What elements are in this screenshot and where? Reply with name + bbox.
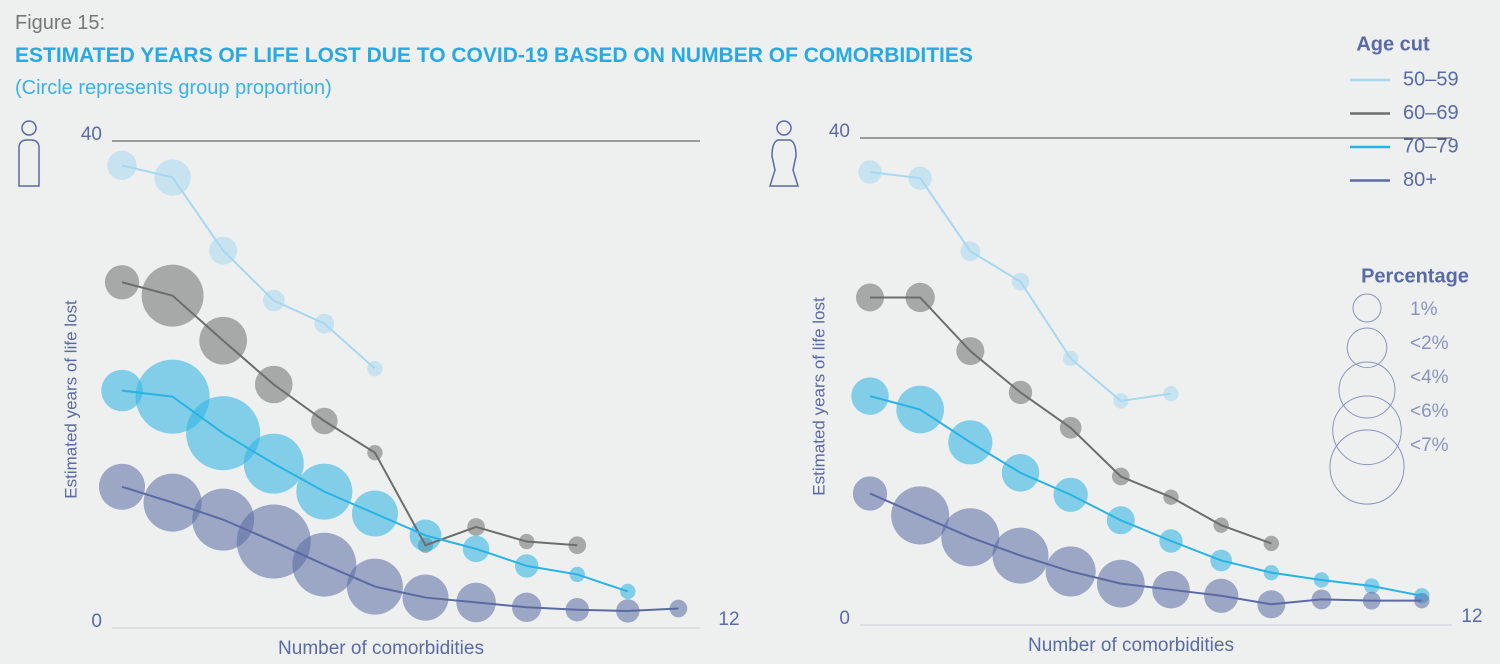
size-legend-label: <4% <box>1410 367 1449 388</box>
size-legend-circle <box>1338 361 1396 419</box>
legend-label: 70–79 <box>1403 135 1459 157</box>
y-axis-label: Estimated years of life lost <box>809 297 828 496</box>
y-tick-label: 40 <box>829 121 850 142</box>
series-line <box>121 389 629 593</box>
series-line <box>869 492 1422 606</box>
y-tick-label: 0 <box>91 611 102 632</box>
figure-label: Figure 15: <box>15 12 105 34</box>
x-tick-label: 12 <box>1461 606 1482 627</box>
y-tick-label: 40 <box>81 124 102 145</box>
size-legend-circle <box>1329 429 1405 505</box>
legend-title: Age cut <box>1356 33 1430 55</box>
x-axis-label: Number of comorbidities <box>278 638 484 659</box>
series-line <box>870 296 1272 545</box>
subtitle: (Circle represents group proportion) <box>15 77 332 99</box>
y-tick-label: 0 <box>839 608 850 629</box>
x-axis-label: Number of comorbidities <box>1028 635 1234 656</box>
x-tick-label: 12 <box>718 609 739 630</box>
legend-label: 60–69 <box>1403 102 1459 124</box>
male-icon <box>18 120 40 187</box>
size-legend-label: <2% <box>1410 333 1449 354</box>
size-legend-circle <box>1346 327 1388 369</box>
female-icon <box>768 120 800 187</box>
legend-label: 50–59 <box>1403 68 1459 90</box>
series-line <box>869 171 1172 403</box>
series-line <box>869 395 1423 597</box>
legend-label: 80+ <box>1403 169 1437 191</box>
bubble <box>620 583 636 600</box>
size-legend-label: <6% <box>1410 401 1449 422</box>
size-legend-circle <box>1332 395 1402 466</box>
y-axis-label: Estimated years of life lost <box>61 300 80 499</box>
chart-title: ESTIMATED YEARS OF LIFE LOST DUE TO COVI… <box>15 44 973 67</box>
series-line <box>121 164 376 370</box>
series-line <box>121 485 679 612</box>
size-legend-circle <box>1352 293 1382 323</box>
size-legend-label: <7% <box>1410 435 1449 456</box>
size-legend-label: 1% <box>1410 299 1438 320</box>
series-line <box>121 281 578 547</box>
size-legend-title: Percentage <box>1361 265 1469 287</box>
